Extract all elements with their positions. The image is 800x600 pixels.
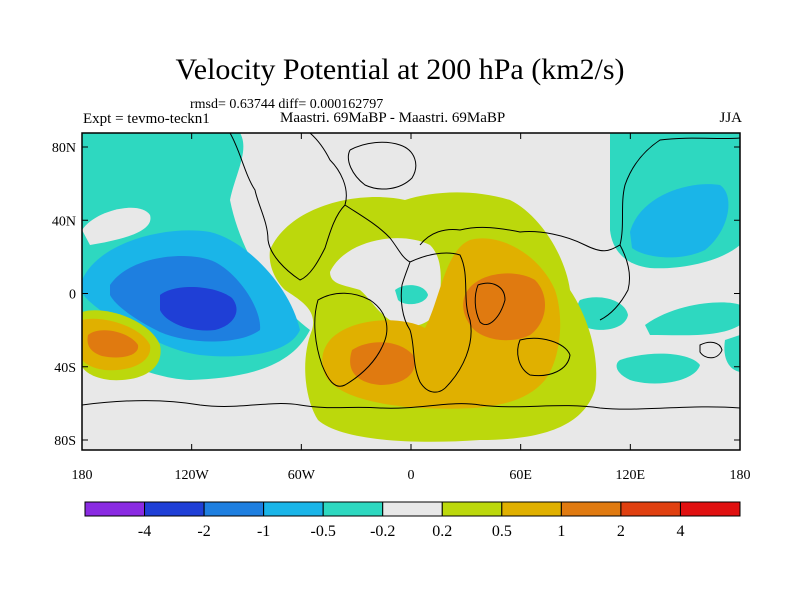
x-tick-label: 60E [509, 468, 532, 483]
contour-cyan-atlantic-inner [395, 285, 428, 305]
y-axis: 80N 40N 0 40S 80S [52, 141, 740, 449]
colorbar-swatch [679, 501, 741, 517]
season-label: JJA [719, 110, 742, 126]
contour-darkblue-core [160, 287, 237, 331]
coast-asia-east [599, 244, 631, 321]
colorbar-label: -2 [197, 523, 210, 540]
x-tick-label: 180 [730, 468, 751, 483]
contour-cyan-east-3 [616, 353, 700, 384]
coast-greenland-europe [347, 141, 417, 190]
colorbar-swatch [144, 501, 205, 517]
coast-eurasia [419, 137, 740, 252]
contour-lightblue-asia [630, 184, 729, 258]
x-axis: 180 120W 60W 0 60E 120E 180 [72, 133, 751, 483]
x-tick-label: 120E [616, 468, 646, 483]
x-tick-label: 0 [408, 468, 415, 483]
colorbar-swatch [263, 501, 324, 517]
y-tick-label: 0 [69, 288, 76, 303]
contour-cyan-east-2 [645, 302, 740, 336]
contour-orange-south-atlantic [350, 342, 415, 385]
colorbar-label: 0.5 [492, 523, 512, 540]
coast-north-america [229, 133, 347, 281]
x-tick-label: 120W [175, 468, 210, 483]
colorbar-swatch [322, 501, 384, 517]
coastlines [82, 133, 740, 410]
case-label: Maastri. 69MaBP - Maastri. 69MaBP [280, 110, 506, 126]
y-tick-label: 40N [52, 214, 76, 229]
colorbar-swatch [203, 501, 265, 517]
y-tick-label: 80N [52, 141, 76, 156]
colorbar-swatch [382, 501, 443, 517]
coast-pacific-islands [699, 341, 723, 359]
coast-antarctica [82, 399, 740, 410]
colorbar-swatch [441, 501, 503, 517]
experiment-label: Expt = tevmo-teckn1 [83, 111, 210, 127]
contour-orange-indian [463, 273, 546, 341]
map-title: Velocity Potential at 200 hPa (km2/s) [175, 53, 625, 86]
coast-india-madagascar [474, 282, 506, 325]
x-tick-label: 180 [72, 468, 93, 483]
colorbar-swatch [84, 501, 146, 517]
colorbar-label: 1 [557, 523, 565, 540]
contour-cyan-east-4 [724, 335, 740, 372]
colorbar-label: 4 [676, 523, 684, 540]
colorbar-label: 0.2 [432, 523, 452, 540]
coast-australia [517, 337, 571, 377]
contour-orange-south-pacific [87, 330, 139, 358]
x-tick-label: 60W [288, 468, 316, 483]
colorbar-label: 2 [617, 523, 625, 540]
colorbar: -4 -2 -1 -0.5 -0.2 0.2 0.5 1 2 4 [84, 501, 741, 540]
colorbar-swatch [560, 501, 622, 517]
colorbar-label: -1 [257, 523, 270, 540]
contour-neutral-pocket [82, 207, 151, 245]
y-tick-label: 40S [54, 361, 76, 376]
colorbar-swatch [501, 501, 562, 517]
colorbar-swatch [620, 501, 681, 517]
coast-north-america-east [344, 204, 411, 263]
rmsd-diff-stats: rmsd= 0.63744 diff= 0.000162797 [190, 97, 384, 112]
coast-africa [400, 252, 472, 393]
contour-field [82, 133, 740, 450]
colorbar-label: -0.5 [311, 523, 336, 540]
colorbar-label: -0.2 [370, 523, 395, 540]
contour-cyan-east-1 [577, 297, 628, 330]
coast-south-america [314, 292, 388, 387]
y-tick-label: 80S [54, 434, 76, 449]
colorbar-label: -4 [138, 523, 151, 540]
